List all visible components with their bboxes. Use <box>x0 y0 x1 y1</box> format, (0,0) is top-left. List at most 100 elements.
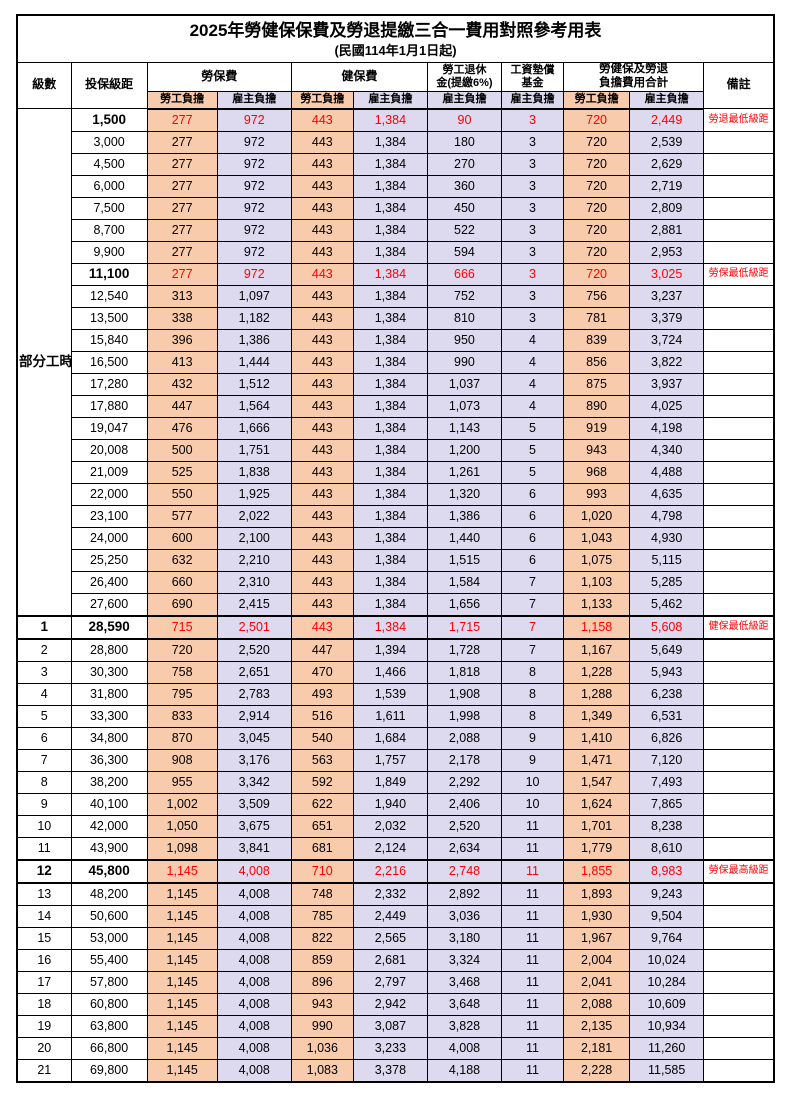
health-employee-cell: 443 <box>290 570 354 594</box>
total-employer-cell: 3,379 <box>629 306 705 330</box>
pension-employer-cell: 2,892 <box>426 882 503 906</box>
wage-fund-employer-cell: 11 <box>500 992 565 1016</box>
subheader-employer: 雇主負擔 <box>426 90 503 110</box>
labor-employee-cell: 277 <box>146 240 218 264</box>
total-employee-cell: 919 <box>563 416 631 440</box>
health-employer-cell: 1,384 <box>352 262 428 286</box>
level-cell: 16 <box>16 948 72 972</box>
total-employer-cell: 5,649 <box>629 638 705 662</box>
bracket-cell: 45,800 <box>70 858 148 884</box>
table-row: 25,250 632 2,210 443 1,384 1,515 6 1,075 5,115 <box>17 548 775 572</box>
labor-employee-cell: 525 <box>146 460 218 484</box>
remark-cell <box>703 926 775 950</box>
header-bracket: 投保級距 <box>70 61 148 110</box>
health-employee-cell: 443 <box>290 350 354 374</box>
health-employer-cell: 2,032 <box>352 814 428 838</box>
total-employer-cell: 6,826 <box>629 726 705 750</box>
remark-cell <box>703 460 775 484</box>
total-employer-cell: 5,285 <box>629 570 705 594</box>
wage-fund-employer-cell: 4 <box>500 350 565 374</box>
remark-cell <box>703 130 775 154</box>
labor-employer-cell: 4,008 <box>216 992 292 1016</box>
total-employee-cell: 720 <box>563 240 631 264</box>
table-row: 19 63,800 1,145 4,008 990 3,087 3,828 11 2,135 10… <box>16 1014 775 1038</box>
total-employee-cell: 756 <box>563 284 631 308</box>
labor-employer-cell: 1,666 <box>216 416 292 440</box>
health-employer-cell: 1,384 <box>352 240 428 264</box>
health-employer-cell: 1,466 <box>352 660 428 684</box>
labor-employee-cell: 1,145 <box>146 948 218 972</box>
labor-employee-cell: 1,145 <box>146 992 218 1016</box>
labor-employer-cell: 4,008 <box>216 970 292 994</box>
wage-fund-employer-cell: 7 <box>500 614 565 640</box>
pension-employer-cell: 1,656 <box>426 592 503 617</box>
labor-employee-cell: 277 <box>146 218 218 242</box>
table-row: 20,008 500 1,751 443 1,384 1,200 5 943 4,340 <box>17 438 775 462</box>
total-employer-cell: 10,609 <box>629 992 705 1016</box>
total-employee-cell: 720 <box>563 130 631 154</box>
wage-fund-employer-cell: 3 <box>500 306 565 330</box>
total-employee-cell: 2,088 <box>563 992 631 1016</box>
table-row: 5 33,300 833 2,914 516 1,611 1,998 8 1,349 6,531 <box>16 704 775 728</box>
health-employee-cell: 443 <box>290 526 354 550</box>
total-employer-cell: 4,488 <box>629 460 705 484</box>
pension-employer-cell: 1,908 <box>426 682 503 706</box>
labor-employee-cell: 758 <box>146 660 218 684</box>
labor-employer-cell: 1,751 <box>216 438 292 462</box>
total-employee-cell: 1,930 <box>563 904 631 928</box>
health-employer-cell: 2,681 <box>352 948 428 972</box>
health-employer-cell: 3,233 <box>352 1036 428 1060</box>
wage-fund-employer-cell: 6 <box>500 504 565 528</box>
labor-employee-cell: 715 <box>146 614 218 640</box>
health-employee-cell: 470 <box>290 660 354 684</box>
labor-employer-cell: 4,008 <box>216 948 292 972</box>
labor-employer-cell: 4,008 <box>216 904 292 928</box>
bracket-cell: 23,100 <box>70 504 148 528</box>
bracket-cell: 28,800 <box>70 638 148 662</box>
subheader-employer: 雇主負擔 <box>500 90 565 110</box>
level-cell: 7 <box>16 748 72 772</box>
wage-fund-employer-cell: 3 <box>500 174 565 198</box>
remark-cell <box>703 152 775 176</box>
labor-employee-cell: 870 <box>146 726 218 750</box>
level-cell: 17 <box>16 970 72 994</box>
labor-employer-cell: 2,310 <box>216 570 292 594</box>
labor-employee-cell: 447 <box>146 394 218 418</box>
pension-employer-cell: 2,088 <box>426 726 503 750</box>
table-row: 16 55,400 1,145 4,008 859 2,681 3,324 11 2,004 10… <box>16 948 775 972</box>
labor-employer-cell: 2,415 <box>216 592 292 617</box>
bracket-cell: 36,300 <box>70 748 148 772</box>
wage-fund-employer-cell: 11 <box>500 1014 565 1038</box>
total-employee-cell: 1,158 <box>563 614 631 640</box>
pension-employer-cell: 990 <box>426 350 503 374</box>
level-cell: 5 <box>16 704 72 728</box>
total-employer-cell: 8,610 <box>629 836 705 861</box>
health-employee-cell: 443 <box>290 592 354 617</box>
labor-employee-cell: 277 <box>146 108 218 132</box>
remark-cell: 勞退最低級距 <box>703 108 775 132</box>
table-row: 部分工時 1,500 277 972 443 1,384 90 3 720 2,449 勞退最低級距 <box>16 108 775 617</box>
health-employee-cell: 710 <box>290 858 354 884</box>
table-row: 21 69,800 1,145 4,008 1,083 3,378 4,188 11 2,228… <box>16 1058 775 1083</box>
level-cell: 4 <box>16 682 72 706</box>
wage-fund-employer-cell: 6 <box>500 482 565 506</box>
total-employee-cell: 856 <box>563 350 631 374</box>
wage-fund-employer-cell: 11 <box>500 1036 565 1060</box>
header-labor-insurance: 勞保費 <box>146 61 292 92</box>
labor-employer-cell: 1,182 <box>216 306 292 330</box>
level-cell: 6 <box>16 726 72 750</box>
labor-employer-cell: 4,008 <box>216 858 292 884</box>
pension-employer-cell: 450 <box>426 196 503 220</box>
level-cell: 14 <box>16 904 72 928</box>
health-employer-cell: 1,940 <box>352 792 428 816</box>
bracket-cell: 9,900 <box>70 240 148 264</box>
total-employer-cell: 4,635 <box>629 482 705 506</box>
pension-employer-cell: 180 <box>426 130 503 154</box>
total-employer-cell: 6,238 <box>629 682 705 706</box>
total-employee-cell: 781 <box>563 306 631 330</box>
labor-employee-cell: 1,145 <box>146 970 218 994</box>
labor-employer-cell: 1,838 <box>216 460 292 484</box>
table-row: 6 34,800 870 3,045 540 1,684 2,088 9 1,410 6,826 <box>16 726 775 750</box>
health-employer-cell: 1,384 <box>352 350 428 374</box>
title-cell: 2025年勞健保保費及勞退提繳三合一費用對照參考用表 (民國114年1月1日起) <box>16 14 775 63</box>
